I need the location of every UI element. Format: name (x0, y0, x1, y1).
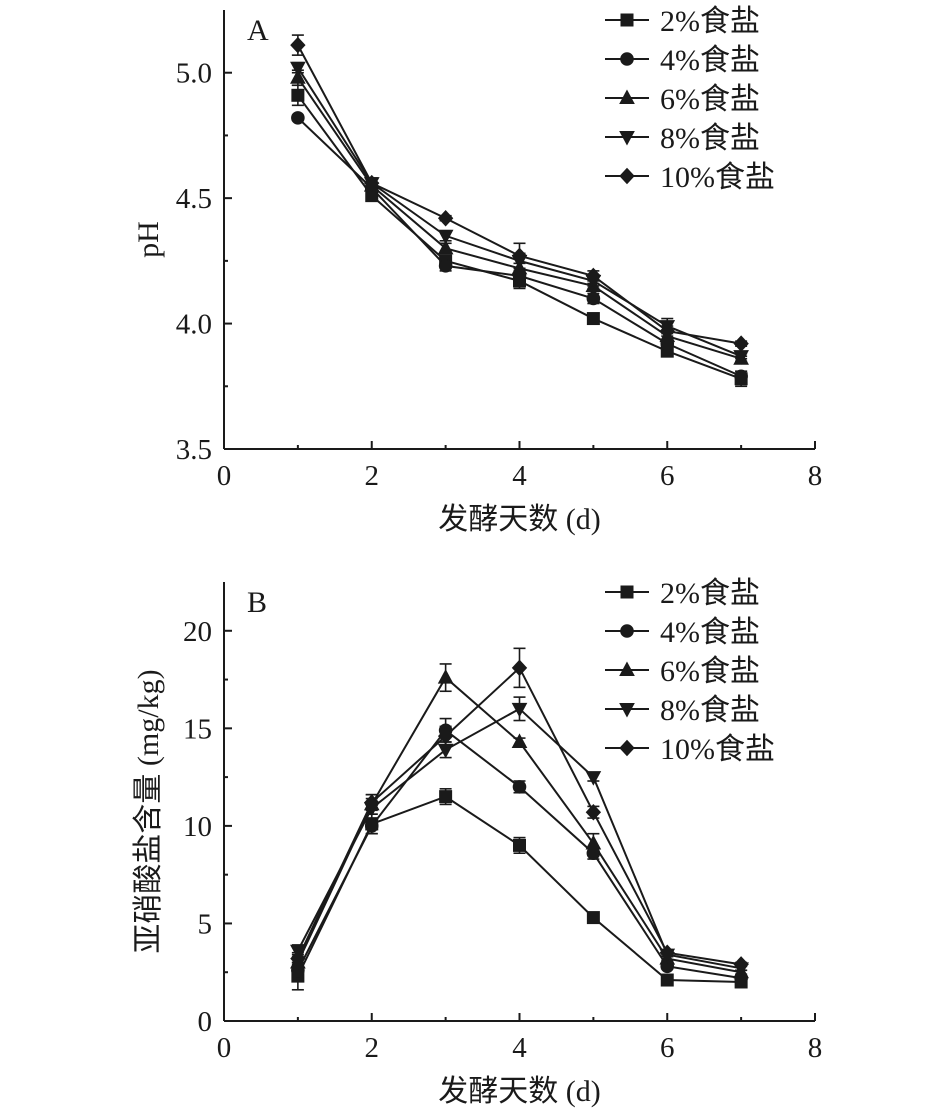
x-tick-label: 4 (512, 460, 527, 492)
y-axis-title: pH (132, 221, 165, 258)
x-tick-label: 2 (365, 460, 380, 492)
data-point (439, 790, 453, 804)
legend-label: 8%食盐 (660, 694, 760, 727)
data-point (733, 335, 749, 352)
legend-item: 4%食盐 (605, 44, 760, 77)
y-axis-title: 亚硝酸盐含量 (mg/kg) (132, 669, 165, 953)
data-point (437, 669, 454, 684)
data-point (438, 259, 453, 273)
legend-marker (620, 585, 634, 599)
y-tick-label: 4.0 (176, 309, 212, 341)
y-tick-label: 15 (183, 713, 212, 745)
legend-item: 4%食盐 (605, 616, 760, 649)
data-point (511, 702, 528, 718)
series-line (297, 77, 742, 360)
data-point (364, 819, 379, 833)
data-point (511, 733, 528, 748)
x-tick-label: 0 (217, 460, 232, 492)
legend-label: 4%食盐 (660, 44, 760, 77)
data-point (585, 771, 602, 786)
y-tick-label: 4.5 (176, 183, 212, 215)
data-point (586, 291, 601, 306)
legend-label: 2%食盐 (660, 577, 760, 610)
panel-label: A (247, 14, 269, 47)
legend-marker (619, 167, 635, 185)
data-point (659, 322, 675, 340)
legend-label: 10%食盐 (660, 161, 775, 194)
data-point (513, 838, 526, 852)
legend-marker (619, 703, 635, 718)
data-point (291, 88, 305, 102)
data-point (511, 659, 528, 677)
legend-label: 2%食盐 (660, 5, 760, 38)
data-point (437, 239, 454, 255)
data-point (512, 780, 527, 794)
data-point (585, 834, 602, 850)
data-point (660, 973, 674, 987)
y-tick-label: 5.0 (176, 58, 212, 90)
data-point (586, 312, 600, 326)
data-point (585, 803, 602, 821)
x-axis-title: 发酵天数 (d) (438, 1075, 600, 1108)
panel-label: B (247, 586, 267, 619)
data-point (290, 69, 306, 84)
legend-marker (619, 131, 635, 146)
legend-label: 8%食盐 (660, 122, 760, 155)
series-1 (291, 788, 748, 991)
panel-b: 0 2 4 6 8 0 5 10 15 20 发酵天数 (d) 亚硝酸盐含量 (mg/kg) B 2%食盐… (132, 577, 822, 1108)
legend-label: 10%食盐 (660, 733, 775, 766)
legend-label: 6%食盐 (660, 655, 760, 688)
y-tick-label: 3.5 (176, 434, 212, 466)
x-tick-label: 4 (512, 1032, 527, 1064)
series-line (296, 728, 742, 980)
x-tick-label: 2 (365, 1032, 380, 1064)
x-tick-label: 8 (808, 1032, 823, 1064)
legend-label: 4%食盐 (660, 616, 760, 649)
data-point (511, 247, 528, 265)
legend-marker (620, 52, 634, 66)
data-point (290, 36, 306, 54)
data-point (291, 111, 305, 125)
legend-item: 2%食盐 (605, 577, 760, 610)
legend-item: 10%食盐 (605, 733, 775, 766)
legend-item: 8%食盐 (605, 122, 760, 155)
x-tick-label: 0 (217, 1032, 232, 1064)
data-point (437, 229, 454, 245)
legend-label: 6%食盐 (660, 83, 760, 116)
data-point (290, 950, 306, 967)
legend-item: 6%食盐 (605, 655, 760, 688)
x-axis-title: 发酵天数 (d) (438, 503, 600, 536)
data-point (585, 267, 602, 285)
legend-item: 6%食盐 (605, 83, 760, 116)
data-point (437, 727, 454, 745)
x-tick-label: 6 (660, 460, 675, 492)
legend-marker (619, 89, 635, 104)
data-point (734, 369, 748, 384)
y-tick-label: 0 (198, 1006, 213, 1038)
x-tick-label: 8 (808, 460, 823, 492)
data-point (290, 61, 306, 77)
legend-item: 8%食盐 (605, 694, 760, 727)
legend-marker (619, 739, 635, 757)
legend-marker (619, 661, 635, 676)
data-point (364, 174, 380, 192)
data-point (437, 209, 454, 227)
y-tick-label: 20 (183, 616, 212, 648)
legend-item: 2%食盐 (605, 5, 760, 38)
y-tick-label: 10 (183, 811, 212, 843)
data-point (586, 911, 600, 925)
series-5 (290, 647, 749, 973)
y-tick-label: 5 (198, 908, 213, 940)
legend-item: 10%食盐 (605, 161, 775, 194)
legend-marker (620, 13, 634, 27)
data-point (659, 944, 675, 961)
series-5 (290, 34, 749, 352)
x-tick-label: 6 (660, 1032, 675, 1064)
data-point (364, 794, 380, 811)
legend-marker (620, 624, 634, 638)
panel-a: 0 2 4 6 8 3.5 4.0 4.5 5.0 发酵天数 (d) pH A 2%食盐 4%食盐 6%食盐… (132, 5, 822, 536)
data-point (733, 956, 749, 973)
